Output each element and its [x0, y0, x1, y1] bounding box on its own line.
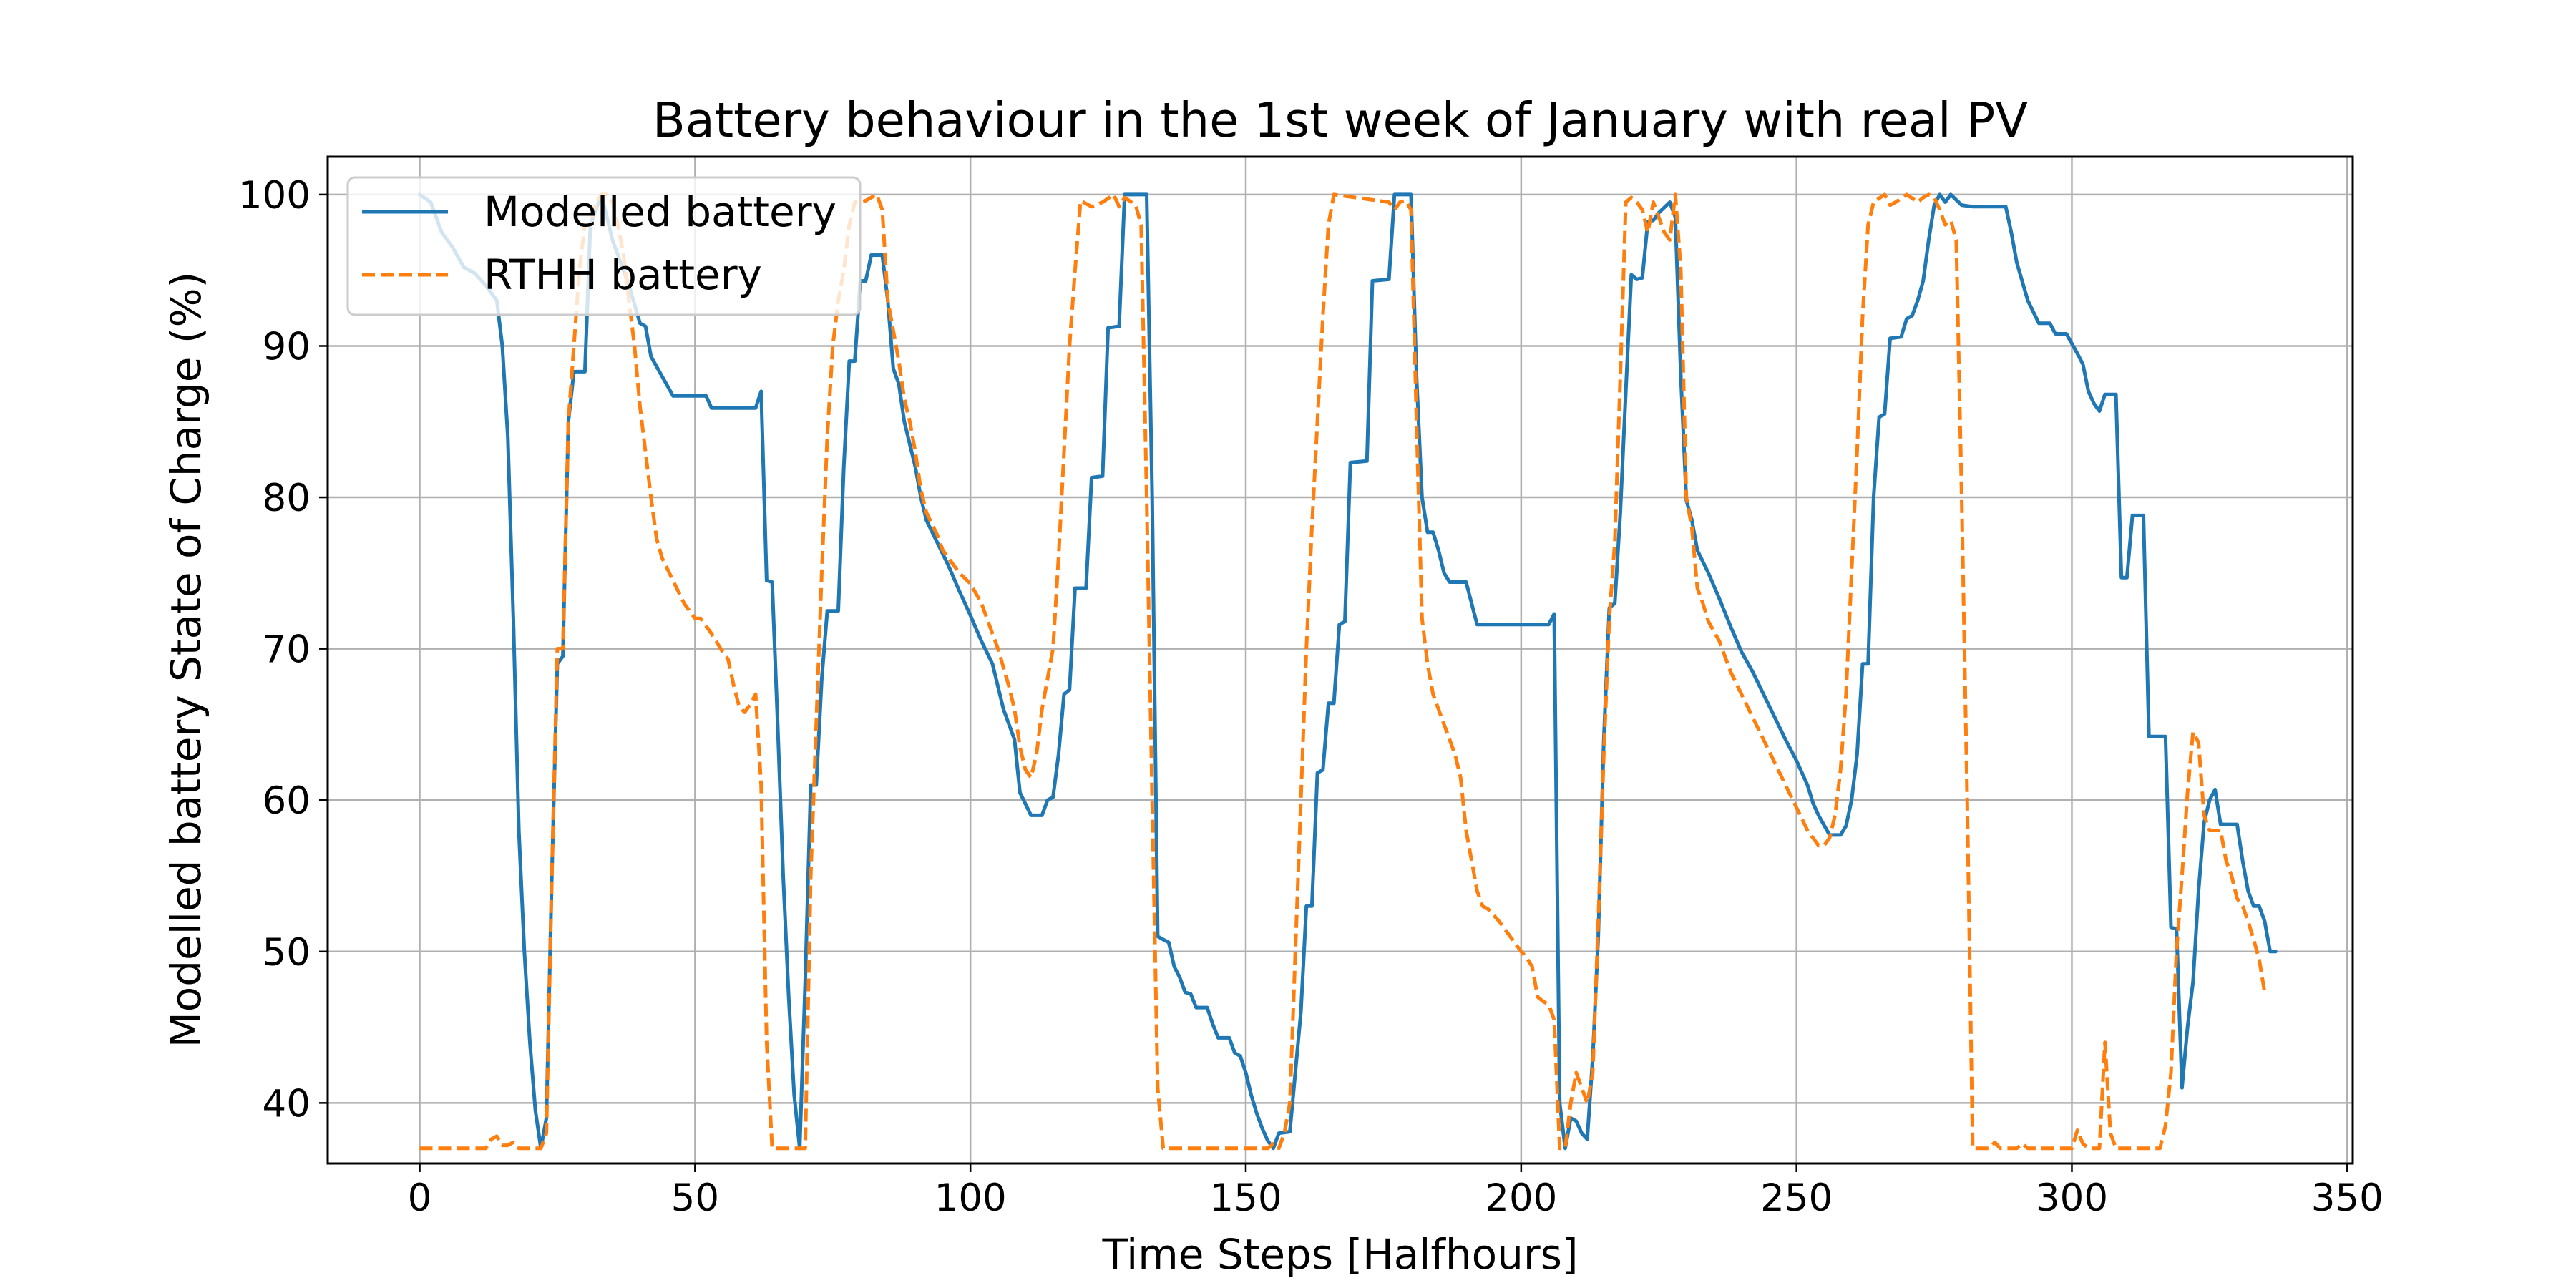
y-tick-label: 80 — [263, 477, 311, 520]
y-tick-label: 90 — [263, 325, 311, 369]
y-tick-label: 50 — [263, 931, 311, 975]
x-tick-label: 250 — [1760, 1176, 1833, 1220]
chart-title: Battery behaviour in the 1st week of Jan… — [653, 92, 2028, 148]
x-tick-label: 300 — [2036, 1176, 2108, 1220]
x-tick-label: 150 — [1209, 1176, 1282, 1220]
series-line-modelled-battery — [418, 192, 2278, 1151]
plot-background — [328, 157, 2353, 1163]
x-tick-label: 350 — [2311, 1176, 2384, 1220]
series-line-rthh-battery — [419, 192, 2267, 1151]
x-tick-label: 0 — [408, 1176, 432, 1220]
legend-label-rthh: RTHH battery — [484, 250, 762, 299]
legend: Modelled battery RTHH battery — [346, 176, 862, 316]
x-tick-label: 200 — [1485, 1176, 1557, 1220]
y-axis-label: Modelled battery State of Charge (%) — [162, 272, 210, 1048]
x-axis-label: Time Steps [Halfhours] — [1101, 1230, 1578, 1279]
series-layer — [418, 192, 2278, 1151]
x-tick-label: 100 — [935, 1176, 1007, 1220]
plot-frame — [326, 155, 2354, 1165]
ticks: 0 50 100 150 200 250 300 350 40 50 60 70 80 90 100 — [238, 174, 2384, 1220]
legend-label-modelled: Modelled battery — [484, 187, 836, 236]
legend-box — [346, 176, 862, 316]
y-tick-label: 70 — [263, 628, 311, 672]
y-tick-label: 60 — [263, 779, 311, 823]
y-tick-label: 40 — [263, 1082, 311, 1126]
y-tick-label: 100 — [238, 174, 311, 218]
x-tick-label: 50 — [671, 1176, 719, 1220]
